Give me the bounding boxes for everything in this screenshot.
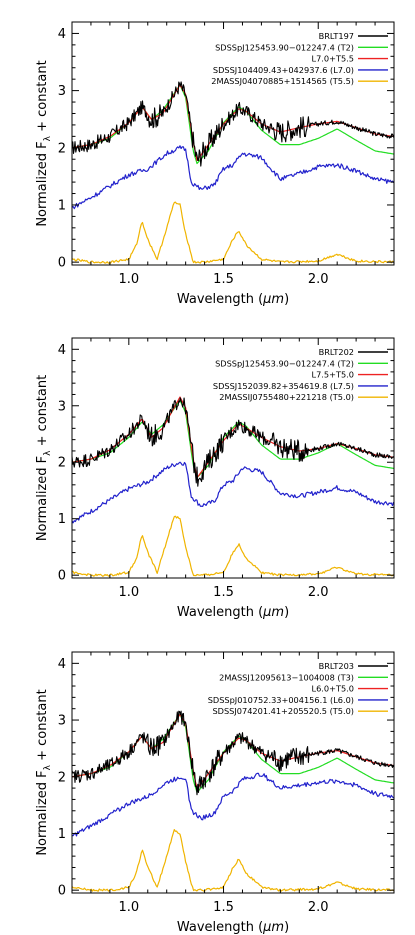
y-tick-label: 4 [58,657,66,672]
y-tick-label: 3 [58,714,66,729]
legend-label: L6.0+T5.0 [312,684,354,694]
y-tick-label: 3 [58,84,66,99]
legend-label: 2MASSJ04070885+1514565 (T5.5) [211,76,354,86]
chart-panel-2: 1.0 1.5 2.0 0 1 2 3 4 Wavelength (μm) Normalized … [35,337,395,620]
x-tick-label: 1.5 [213,585,234,600]
series-line-1 [72,710,394,796]
x-tick-label: 2.0 [308,900,329,915]
x-tick-label: 1.5 [213,900,234,915]
legend-label: SDSSJ074201.41+205520.5 (T5.0) [212,706,354,716]
chart-panel-1: 1.0 1.5 2.0 0 1 2 3 4 Wavelength (μm) Normalized … [35,21,395,307]
legend-label: L7.0+T5.5 [312,54,354,64]
series-group [72,396,394,577]
plot-frame [71,21,395,266]
legend-label: BRLT197 [319,31,354,41]
x-tick-label: 1.0 [118,585,139,600]
y-tick-label: 1 [58,198,66,213]
series-line-4 [72,772,394,837]
series-line-4 [72,145,394,210]
x-tick-label: 1.0 [118,272,139,287]
y-axis-label: Normalized Fλ + constant [35,689,53,855]
y-tick-label: 2 [58,141,66,156]
y-tick-label: 0 [58,884,66,899]
y-tick-label: 1 [58,512,66,527]
x-axis-label: Wavelength (μm) [177,605,289,620]
legend-label: SDSSpJ010752.33+004156.1 (L6.0) [208,695,354,705]
series-line-1 [72,397,394,487]
y-tick-label: 4 [58,27,66,42]
series-line-1 [72,81,394,167]
y-tick-label: 3 [58,399,66,414]
legend-label: 2MASSJ12095613−1004008 (T3) [219,672,354,682]
series-group [72,710,394,892]
x-axis-label: Wavelength (μm) [177,920,289,935]
series-line-4 [72,461,394,524]
y-tick-label: 0 [58,569,66,584]
series-group [72,81,394,264]
series-line-5 [72,201,394,264]
chart-panel-3: 1.0 1.5 2.0 0 1 2 3 4 Wavelength (μm) Normalized … [35,651,395,935]
y-tick-label: 2 [58,770,66,785]
y-tick-label: 4 [58,343,66,358]
legend-label: BRLT202 [319,347,354,357]
x-tick-label: 1.0 [118,900,139,915]
y-axis-label: Normalized Fλ + constant [35,375,53,541]
legend-label: SDSSpJ125453.90−012247.4 (T2) [215,358,354,368]
legend-label: SDSSJ152039.82+354619.8 (L7.5) [213,381,354,391]
series-line-3 [72,84,394,161]
legend-label: L7.5+T5.0 [312,370,354,380]
series-line-5 [72,829,394,892]
x-tick-label: 2.0 [308,272,329,287]
legend-label: SDSSJ104409.43+042937.6 (L7.0) [213,65,354,75]
legend-label: 2MASSIJ0755480+221218 (T5.0) [219,392,354,402]
plot-frame [71,337,395,579]
y-tick-label: 1 [58,827,66,842]
series-line-5 [72,515,394,577]
x-axis-label: Wavelength (μm) [177,292,289,307]
y-tick-label: 2 [58,456,66,471]
x-tick-label: 1.5 [213,272,234,287]
legend-label: SDSSpJ125453.90−012247.4 (T2) [215,42,354,52]
y-axis-label: Normalized Fλ + constant [35,60,53,226]
y-tick-label: 0 [58,256,66,271]
legend-label: BRLT203 [319,661,354,671]
plot-frame [71,651,395,894]
x-tick-label: 2.0 [308,585,329,600]
